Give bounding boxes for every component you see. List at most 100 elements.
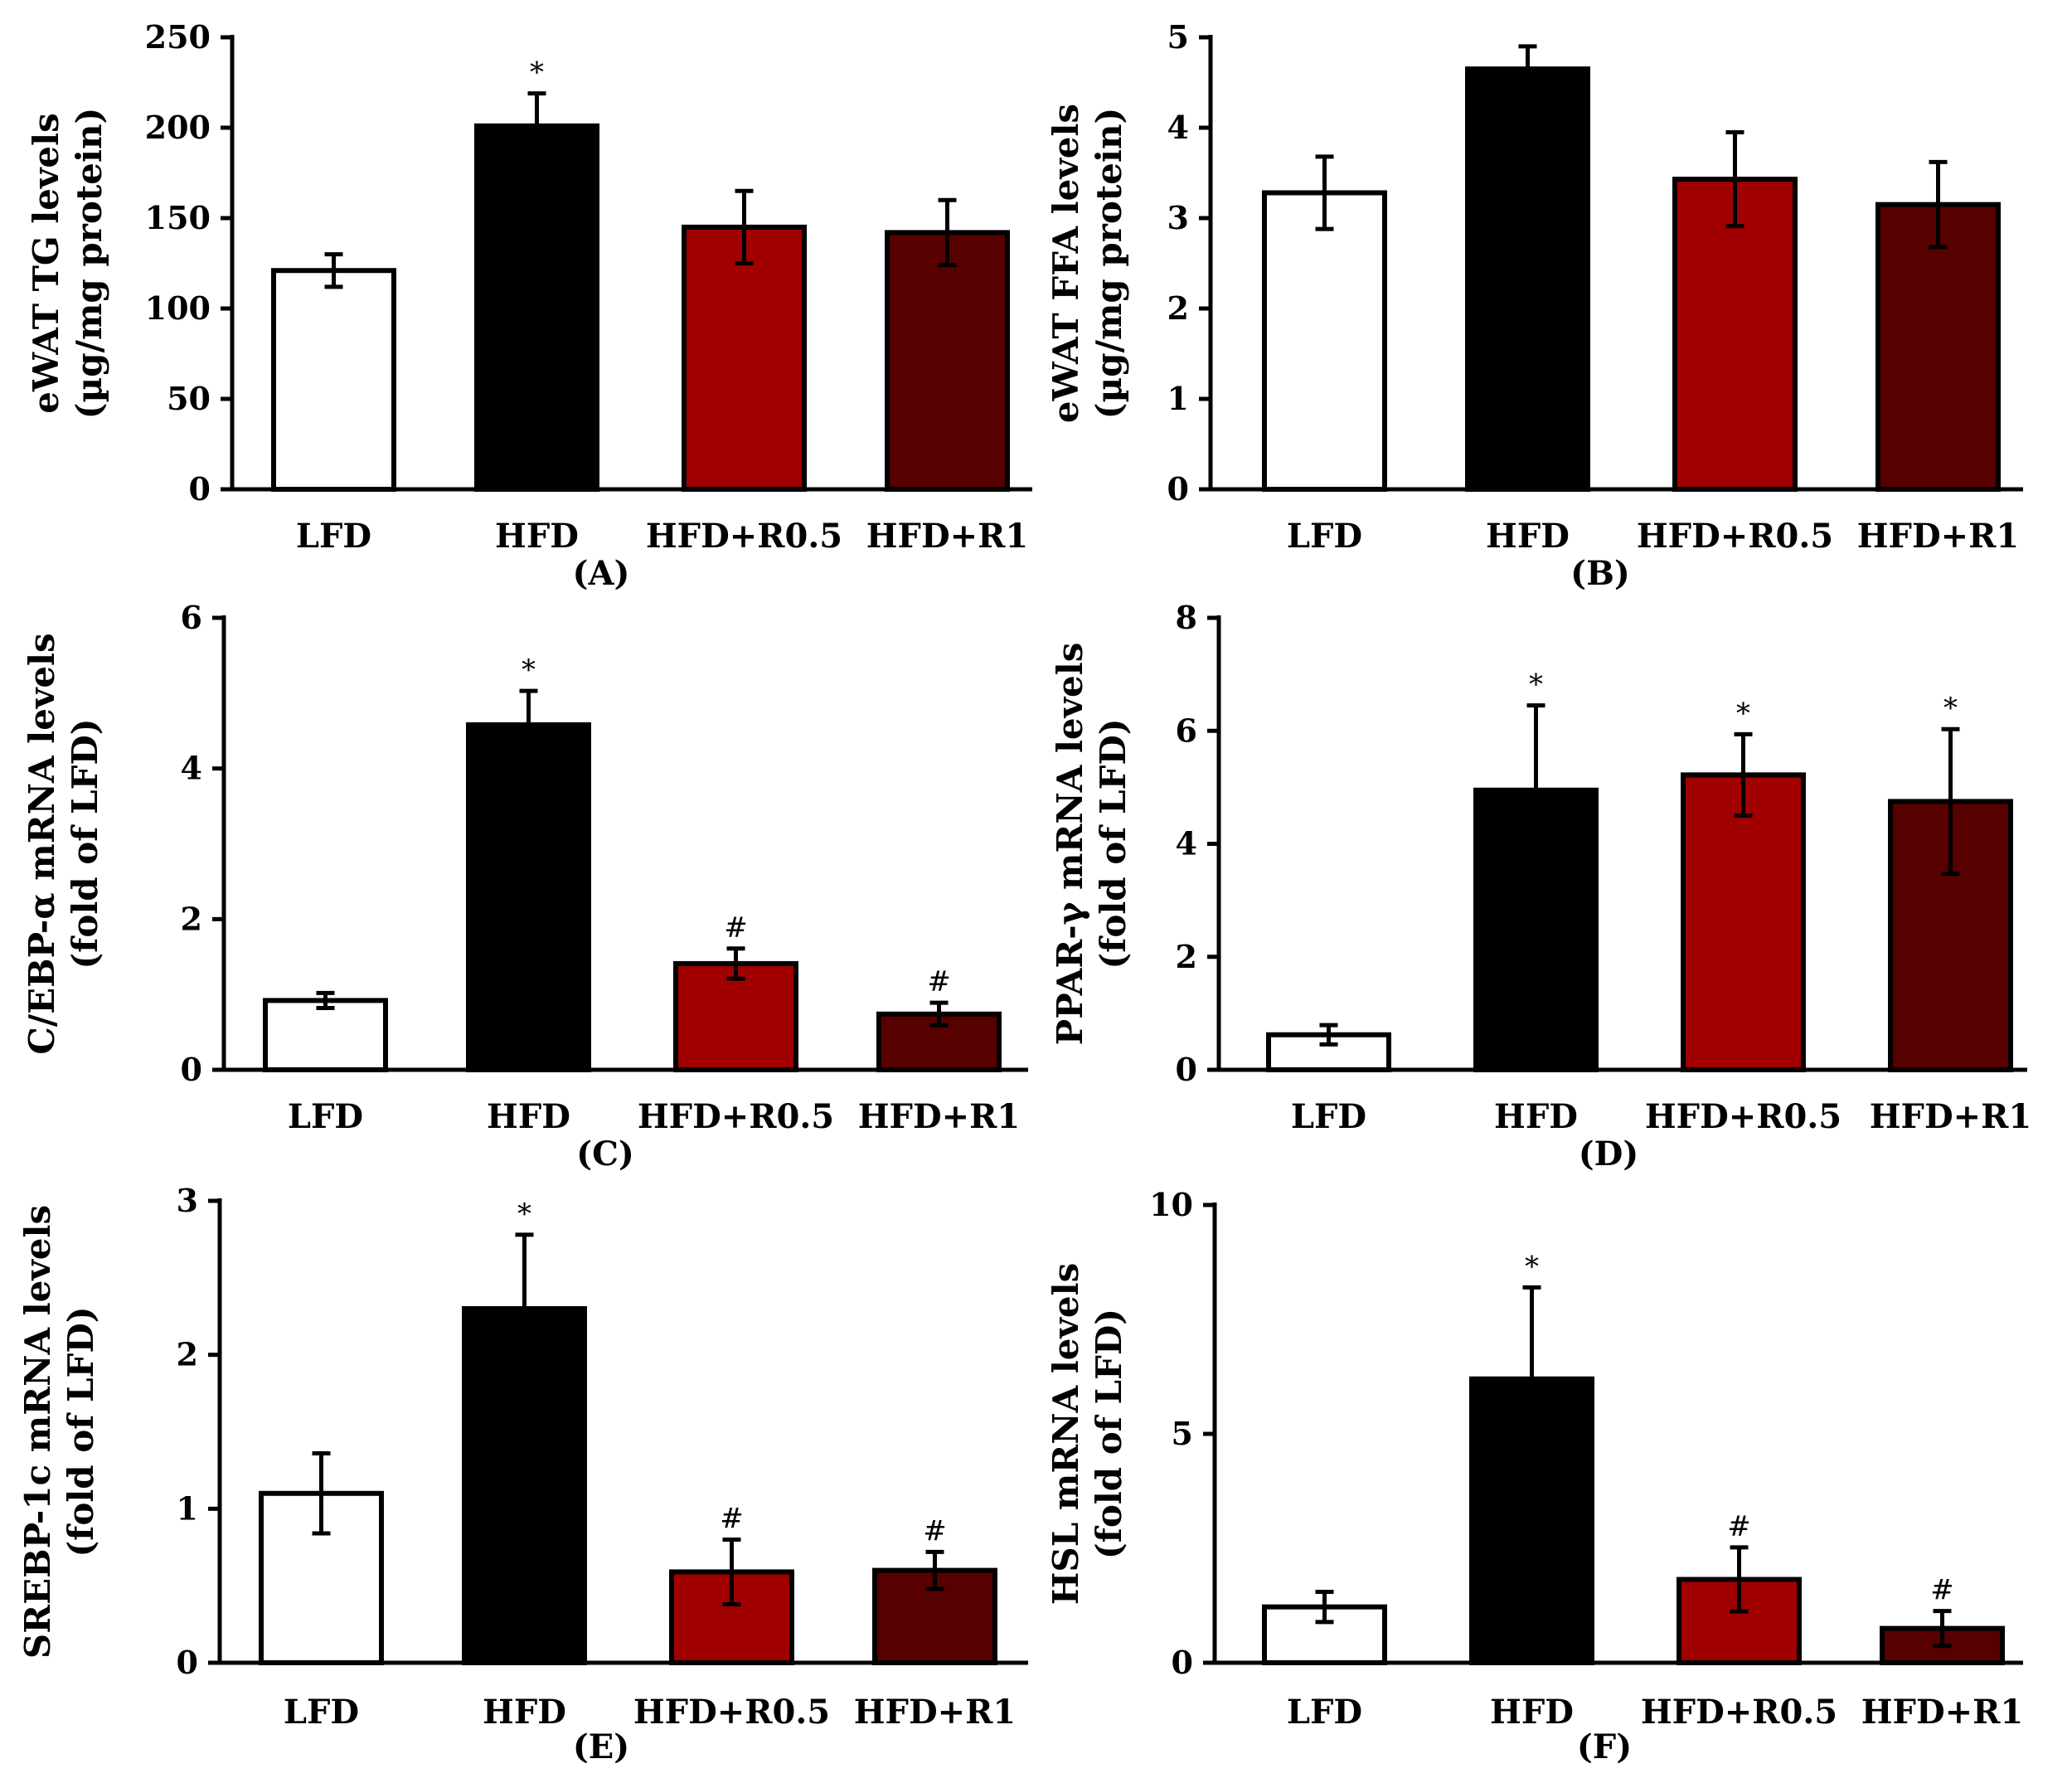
panel-b-y-tick-label-5: 5 xyxy=(1167,18,1189,56)
panel-a-category-label-2: HFD xyxy=(495,517,579,556)
panel-f-y-axis-label-2: (fold of LFD) xyxy=(1089,1309,1129,1559)
panel-b-y-tick-label-1: 1 xyxy=(1167,380,1189,417)
panel-a-y-tick-label-5: 250 xyxy=(145,18,211,56)
panel-b-y-tick-label-4: 4 xyxy=(1167,109,1189,146)
panel-b-y-tick-label-3: 3 xyxy=(1167,199,1189,236)
panel-c-y-axis-label-2: (fold of LFD) xyxy=(65,718,105,969)
panel-f-category-label-2: HFD xyxy=(1490,1693,1574,1732)
panel-a-y-tick-label-0: 0 xyxy=(189,470,211,508)
panel-b-category-label-2: HFD xyxy=(1486,517,1570,556)
panel-c: * # #0 2 4 6 LFD HFD HFD+R0.5 HFD+R1 (C) C/EBP-α mR… xyxy=(22,599,1028,1173)
panel-b-y-tick-label-2: 2 xyxy=(1167,289,1189,327)
panel-c-bar-2 xyxy=(466,721,591,1072)
panel-f-category-label-1: LFD xyxy=(1287,1693,1362,1732)
panel-b-y-tick-label-0: 0 xyxy=(1167,470,1189,508)
panel-d-y-tick-label-1: 2 xyxy=(1176,938,1197,975)
panel-e-significance-4: # xyxy=(923,1514,947,1547)
panel-c-category-label-4: HFD+R1 xyxy=(858,1097,1020,1136)
panel-b-bar-1 xyxy=(1262,190,1387,492)
panel-f-significance-4: # xyxy=(1930,1574,1954,1607)
panel-d-y-axis-label-2: (fold of LFD) xyxy=(1093,718,1133,969)
panel-b-bar-4 xyxy=(1875,202,2001,492)
panel-a-bar-3 xyxy=(682,224,807,492)
panel-e-label: (E) xyxy=(573,1727,629,1766)
panel-b-category-label-3: HFD+R0.5 xyxy=(1637,517,1833,556)
panel-a-bar-1 xyxy=(271,268,396,492)
panel-d-category-label-2: HFD xyxy=(1494,1097,1578,1136)
panel-a-y-tick-label-3: 150 xyxy=(145,199,211,236)
panel-c-label: (C) xyxy=(576,1134,634,1173)
panel-b-label: (B) xyxy=(1570,554,1630,593)
panel-c-significance-2: * xyxy=(522,653,536,687)
panel-d-significance-4: * xyxy=(1943,692,1958,725)
panel-a-category-label-1: LFD xyxy=(296,517,371,556)
panel-d-category-label-4: HFD+R1 xyxy=(1870,1097,2031,1136)
panel-c-y-tick-label-0: 0 xyxy=(181,1051,202,1088)
panel-c-y-axis-label-1: C/EBP-α mRNA levels xyxy=(22,633,62,1054)
panel-c-category-label-1: LFD xyxy=(288,1097,363,1136)
panel-a-y-tick-label-4: 200 xyxy=(145,109,211,146)
panel-d-label: (D) xyxy=(1579,1134,1639,1173)
panel-f-y-axis-label-1: HSL mRNA levels xyxy=(1046,1263,1086,1606)
panel-b-category-label-1: LFD xyxy=(1287,517,1362,556)
panel-a-category-label-3: HFD+R0.5 xyxy=(646,517,842,556)
panel-f-significance-3: # xyxy=(1727,1510,1751,1543)
panel-d-y-tick-label-4: 8 xyxy=(1176,599,1197,636)
panel-e-significance-3: # xyxy=(720,1502,744,1535)
panel-a-bar-4 xyxy=(885,230,1010,492)
panel-d: * * * 0 2 4 6 8 LFD HFD HFD+R0.5 HFD+R1 (D) PPAR-γ mR… xyxy=(1050,599,2031,1173)
panel-e-category-label-4: HFD+R1 xyxy=(854,1693,1016,1732)
panel-e-y-tick-label-1: 1 xyxy=(177,1489,198,1527)
panel-a-category-label-4: HFD+R1 xyxy=(866,517,1028,556)
panel-e-significance-2: * xyxy=(517,1198,531,1231)
panel-a-bar-2 xyxy=(474,123,599,492)
panel-d-y-tick-label-3: 6 xyxy=(1176,712,1197,749)
panel-f-y-tick-label-1: 5 xyxy=(1172,1415,1193,1452)
panel-e-y-axis-label-1: SREBP-1c mRNA levels xyxy=(17,1205,58,1659)
panel-d-y-tick-label-2: 4 xyxy=(1176,825,1197,862)
panel-c-significance-4: # xyxy=(927,965,951,998)
panel-f: * # #0 5 10 LFD HFD HFD+R0.5 HFD+R1 (F) HSL mRNA l… xyxy=(1046,1186,2023,1766)
panel-f-label: (F) xyxy=(1577,1727,1632,1766)
panel-a: * 0 50 100 150 200 250 LFD HFD HFD+R0.5 HFD+R1 (A) e… xyxy=(26,18,1032,593)
panel-a-y-tick-label-1: 50 xyxy=(167,380,211,417)
panel-e-y-tick-label-3: 3 xyxy=(177,1182,198,1219)
panel-c-bar-1 xyxy=(263,998,388,1073)
panel-f-y-tick-label-0: 0 xyxy=(1172,1644,1193,1681)
panel-a-y-axis-label-2: (µg/mg protein) xyxy=(69,108,109,420)
panel-c-y-tick-label-3: 6 xyxy=(181,599,202,636)
panel-b-bar-2 xyxy=(1465,66,1590,493)
panel-e-y-axis-label-2: (fold of LFD) xyxy=(61,1306,101,1557)
panel-f-category-label-4: HFD+R1 xyxy=(1861,1693,2023,1732)
panel-a-y-axis-label-1: eWAT TG levels xyxy=(26,113,66,414)
panel-a-label: (A) xyxy=(573,554,630,593)
panel-c-category-label-2: HFD xyxy=(487,1097,570,1136)
panel-b-y-axis-label-2: (µg/mg protein) xyxy=(1089,108,1129,420)
panel-d-category-label-3: HFD+R0.5 xyxy=(1645,1097,1842,1136)
panel-c-significance-3: # xyxy=(724,911,748,945)
panel-b-category-label-4: HFD+R1 xyxy=(1857,517,2019,556)
panel-f-category-label-3: HFD+R0.5 xyxy=(1641,1693,1837,1732)
panel-d-y-tick-label-0: 0 xyxy=(1176,1051,1197,1088)
panel-e-y-tick-label-0: 0 xyxy=(177,1644,198,1681)
panel-d-significance-2: * xyxy=(1529,668,1543,702)
panel-c-category-label-3: HFD+R0.5 xyxy=(638,1097,834,1136)
panel-d-significance-3: * xyxy=(1736,697,1750,730)
panel-e-y-tick-label-2: 2 xyxy=(177,1336,198,1373)
panel-d-y-axis-label-1: PPAR-γ mRNA levels xyxy=(1050,643,1090,1046)
panel-a-y-tick-label-2: 100 xyxy=(145,289,211,327)
panel-f-y-tick-label-2: 10 xyxy=(1149,1186,1193,1223)
panel-f-significance-2: * xyxy=(1525,1250,1539,1283)
panel-e: * # #0 1 2 3 LFD HFD HFD+R0.5 HFD+R1 (E) SREBP-1c m… xyxy=(17,1182,1028,1766)
panel-e-category-label-3: HFD+R0.5 xyxy=(633,1693,830,1732)
panel-b: 0 1 2 3 4 5 LFD HFD HFD+R0.5 HFD+R1 (B) eWAT FFA le… xyxy=(1046,18,2023,593)
panel-c-y-tick-label-1: 2 xyxy=(181,900,202,937)
panel-d-bar-3 xyxy=(1681,772,1806,1072)
panel-a-significance-2: * xyxy=(530,56,544,90)
panel-e-category-label-1: LFD xyxy=(284,1693,359,1732)
panel-e-category-label-2: HFD xyxy=(483,1693,566,1732)
panel-c-bar-3 xyxy=(673,960,798,1073)
panel-b-y-axis-label-1: eWAT FFA levels xyxy=(1046,104,1086,423)
panel-d-category-label-1: LFD xyxy=(1291,1097,1366,1136)
